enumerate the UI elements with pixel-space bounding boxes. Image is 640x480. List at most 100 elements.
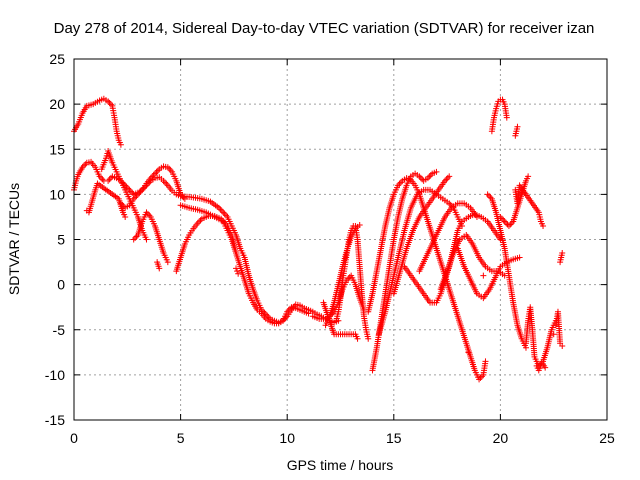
data-point xyxy=(117,141,124,148)
data-point xyxy=(154,167,161,174)
y-tick-label: 10 xyxy=(49,186,65,202)
x-tick-label: 15 xyxy=(386,430,402,446)
data-point xyxy=(365,335,372,342)
data-point xyxy=(233,265,240,272)
y-tick-label: 15 xyxy=(49,141,65,157)
x-tick-label: 0 xyxy=(70,430,78,446)
data-point xyxy=(484,191,491,198)
data-point xyxy=(514,123,521,130)
data-point xyxy=(220,209,227,216)
data-point xyxy=(507,221,514,228)
data-point xyxy=(433,168,440,175)
data-point xyxy=(107,174,114,181)
data-point xyxy=(473,213,480,220)
data-point xyxy=(356,222,363,229)
y-tick-label: 0 xyxy=(57,277,65,293)
data-point xyxy=(444,174,451,181)
data-point xyxy=(132,234,139,241)
data-point xyxy=(99,176,106,183)
data-point xyxy=(443,176,450,183)
data-point xyxy=(426,173,433,180)
data-point xyxy=(550,331,557,338)
data-point xyxy=(559,250,566,257)
series-arc-7 xyxy=(173,213,240,275)
data-point xyxy=(397,179,404,186)
data-point xyxy=(482,358,489,365)
data-point xyxy=(542,364,549,371)
series-arc-14 xyxy=(375,186,466,338)
data-point xyxy=(130,236,137,243)
data-point xyxy=(486,192,493,199)
series-arc-20 xyxy=(488,96,510,135)
y-tick-label: 5 xyxy=(57,232,65,248)
data-point xyxy=(142,183,149,190)
data-point xyxy=(196,218,203,225)
x-tick-label: 20 xyxy=(493,430,509,446)
data-point xyxy=(501,218,508,225)
series-arc-5 xyxy=(117,174,342,326)
data-point xyxy=(235,270,242,277)
series-arc-13 xyxy=(369,168,440,374)
data-point xyxy=(105,177,112,184)
x-tick-label: 10 xyxy=(279,430,295,446)
data-point xyxy=(233,250,240,257)
data-point xyxy=(164,259,171,266)
series-arc-23 xyxy=(522,304,559,369)
data-point xyxy=(354,335,361,342)
data-point xyxy=(156,265,163,272)
data-point xyxy=(525,173,532,180)
data-point xyxy=(163,180,170,187)
series-arc-17 xyxy=(416,200,480,275)
data-point xyxy=(143,236,150,243)
data-point xyxy=(234,268,241,275)
series-arc-21 xyxy=(484,191,529,351)
y-tick-label: 20 xyxy=(49,96,65,112)
series-arc-3 xyxy=(98,148,150,243)
data-point xyxy=(149,173,156,180)
axis-ticks: 0 5 10 15 20 25 -15 -10 -5 0 5 10 15 20 25 xyxy=(45,51,615,446)
y-axis-label: SDTVAR / TECUs xyxy=(6,183,22,295)
data-point xyxy=(540,222,547,229)
x-axis-label: GPS time / hours xyxy=(287,457,394,473)
series-arc-24 xyxy=(533,361,549,374)
series-arc-2 xyxy=(71,158,107,193)
data-point xyxy=(480,272,487,279)
data-point xyxy=(153,169,160,176)
series-arc-19 xyxy=(454,245,523,302)
y-tick-label: -10 xyxy=(45,367,65,383)
grid-lines xyxy=(74,59,607,420)
data-point xyxy=(221,210,228,217)
data-point xyxy=(305,310,312,317)
y-tick-label: -15 xyxy=(45,412,65,428)
data-point xyxy=(264,312,271,319)
data-point xyxy=(516,254,523,261)
data-point xyxy=(217,206,224,213)
chart-title: Day 278 of 2014, Sidereal Day-to-day VTE… xyxy=(54,20,595,37)
data-point xyxy=(503,219,510,226)
x-tick-label: 25 xyxy=(599,430,615,446)
data-point xyxy=(122,213,129,220)
data-point xyxy=(129,189,136,196)
series-arc-scattered xyxy=(83,123,566,356)
data-point xyxy=(161,179,168,186)
data-point xyxy=(218,207,225,214)
data-points xyxy=(71,95,566,383)
data-point xyxy=(106,99,113,106)
data-point xyxy=(505,222,512,229)
series-arc-12 xyxy=(365,175,489,383)
series-arc-1 xyxy=(71,95,124,148)
data-point xyxy=(140,185,147,192)
x-tick-label: 5 xyxy=(177,430,185,446)
data-point xyxy=(446,173,453,180)
data-point xyxy=(503,114,510,121)
y-tick-label: 25 xyxy=(49,51,65,67)
plot-frame xyxy=(73,58,608,421)
series-arc-8 xyxy=(130,209,171,266)
y-tick-label: -5 xyxy=(53,322,66,338)
data-point xyxy=(132,194,139,201)
data-point xyxy=(465,349,472,356)
series-arc-15 xyxy=(390,173,453,297)
data-point xyxy=(559,342,566,349)
